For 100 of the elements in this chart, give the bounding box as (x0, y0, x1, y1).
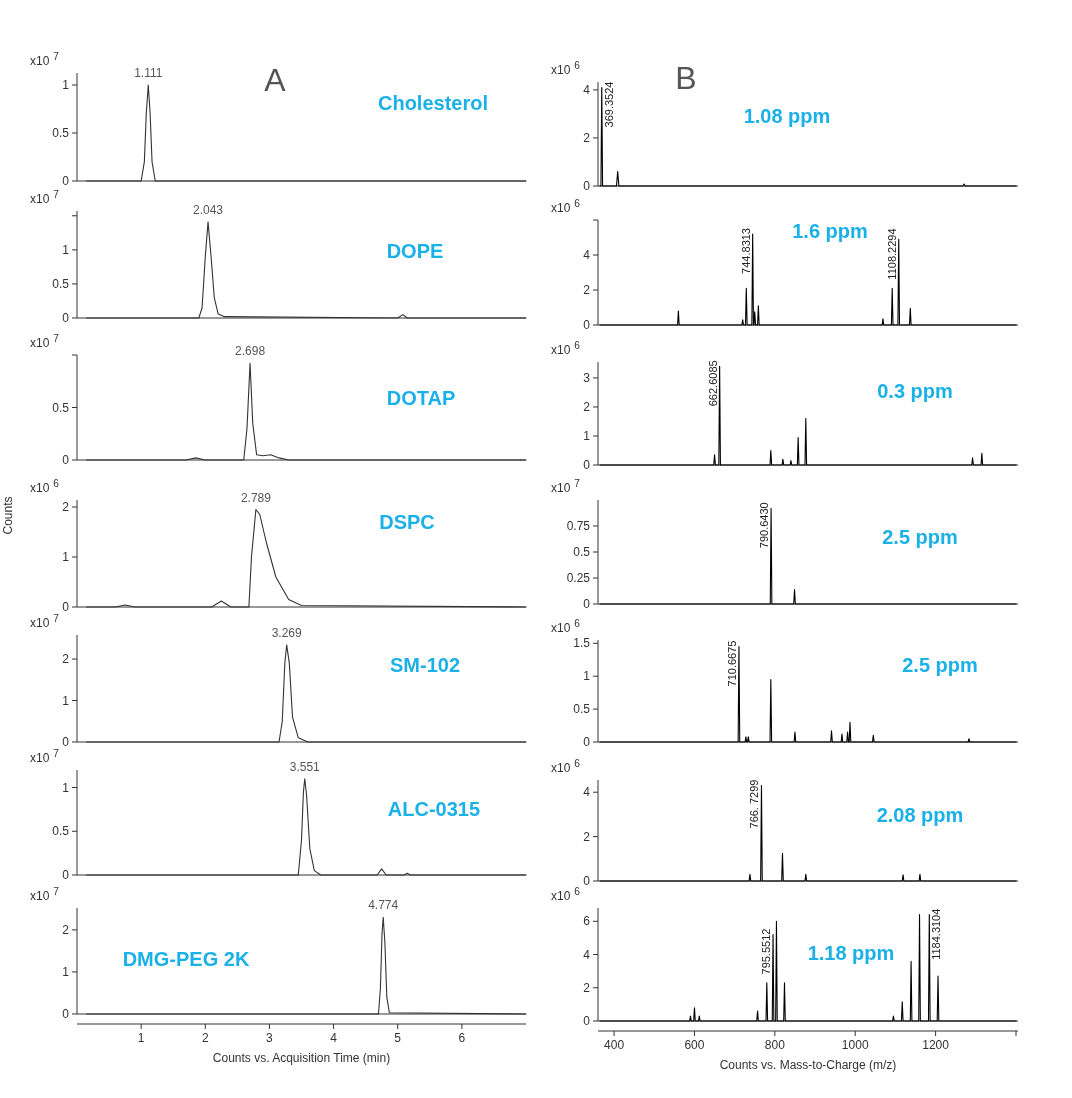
y-tick-label: 1 (62, 965, 70, 980)
annotation: 790.6430 (758, 502, 771, 549)
y-tick-label: 2 (583, 829, 591, 844)
text: 0.3 ppm (877, 380, 953, 402)
text: DOPE (386, 240, 444, 262)
x-axis-title: Counts vs. Acquisition Time (min) (212, 1051, 391, 1065)
y-tick-label: 0 (62, 311, 70, 326)
chart-subtitle: x10$^{7}$ (30, 188, 60, 206)
x-tick-label: 1 (137, 1031, 145, 1045)
x-tick-label: 600 (684, 1038, 705, 1052)
chart-subtitle: x10$^{6}$ (551, 617, 581, 635)
y-tick-label: 4 (583, 83, 591, 98)
text: SM-102 (389, 654, 461, 676)
y-tick-label: 1.5 (573, 636, 591, 651)
text: 2.5 ppm (902, 654, 978, 676)
y-tick-label: 0 (583, 735, 591, 750)
chart-subtitle: x10$^{6}$ (551, 339, 581, 357)
y-tick-label: 3 (583, 371, 591, 386)
y-tick-label: 0.5 (52, 400, 70, 415)
text: DMG-PEG 2K (122, 948, 250, 970)
chart-subtitle: x10$^{6}$ (551, 197, 581, 215)
y-tick-label: 0.5 (52, 126, 70, 141)
annotation: 1184.3104 (930, 908, 943, 960)
y-tick-label: 1 (583, 669, 591, 684)
y-tick-label: 6 (583, 914, 591, 929)
y-tick-label: 0 (583, 1014, 591, 1029)
x-tick-label: 400 (604, 1038, 625, 1052)
y-tick-label: 0 (583, 874, 591, 889)
annotation: B (675, 60, 697, 96)
text: DSPC (379, 511, 435, 533)
annotation: 2.698 (235, 344, 266, 359)
y-tick-label: 2 (62, 500, 70, 515)
chart-subtitle: x10$^{6}$ (551, 59, 581, 77)
text: 2.5 ppm (882, 526, 958, 548)
y-tick-label: 2 (583, 283, 591, 298)
y-tick-label: 4 (583, 248, 591, 263)
y-tick-label: 0 (583, 179, 591, 194)
y-tick-label: 2 (583, 131, 591, 146)
chart-subtitle: x10$^{6}$ (30, 477, 60, 495)
y-tick-label: 0.5 (573, 545, 591, 560)
annotation: 744.8313 (739, 228, 752, 274)
y-tick-label: 1 (583, 429, 591, 444)
y-tick-label: 1 (62, 780, 70, 795)
x-tick-label: 1200 (922, 1038, 950, 1052)
y-tick-label: 0.5 (52, 824, 70, 839)
annotation: 2.789 (240, 490, 272, 505)
y-tick-label: 2 (62, 923, 70, 938)
x-tick-label: 6 (458, 1031, 466, 1045)
annotation: 3.269 (271, 625, 303, 640)
chart-subtitle: x10$^{7}$ (30, 747, 60, 765)
text: 1.08 ppm (743, 105, 831, 127)
x-axis-title: Counts vs. Mass-to-Charge (m/z) (719, 1058, 897, 1072)
chart-subtitle: x10$^{6}$ (551, 885, 581, 903)
y-tick-label: 0 (62, 174, 70, 189)
y-tick-label: 1 (62, 550, 70, 565)
chart-subtitle: x10$^{6}$ (551, 757, 581, 775)
annotation: 710.6675 (725, 640, 738, 687)
y-axis-title: Counts (1, 496, 15, 535)
y-tick-label: 1 (62, 78, 70, 93)
text: DOTAP (386, 387, 456, 409)
annotation: 1108.2294 (885, 228, 898, 280)
y-tick-label: 0 (62, 1007, 70, 1022)
text: ALC-0315 (387, 798, 481, 820)
annotation: 795.5512 (760, 928, 773, 975)
y-tick-label: 0 (62, 868, 70, 883)
y-tick-label: 0.5 (52, 277, 70, 292)
x-tick-label: 2 (201, 1031, 209, 1045)
y-tick-label: 1 (62, 243, 70, 258)
y-tick-label: 2 (62, 652, 70, 667)
annotation: 662.6085 (706, 360, 719, 407)
y-tick-label: 1 (62, 693, 70, 708)
y-tick-label: 2 (583, 980, 591, 995)
y-tick-label: 0 (583, 318, 591, 333)
y-tick-label: 2 (583, 400, 591, 415)
annotation: 1.111 (134, 66, 163, 80)
y-tick-label: 0.25 (566, 571, 591, 586)
chart-subtitle: x10$^{7}$ (30, 50, 60, 68)
annotation: 766. 7299 (748, 779, 761, 829)
x-tick-label: 1000 (841, 1038, 869, 1052)
y-tick-label: 0 (62, 600, 70, 615)
annotation: 4.774 (368, 898, 399, 913)
text: 2.08 ppm (876, 804, 964, 826)
annotation: A (264, 62, 287, 98)
y-tick-label: 0.75 (566, 519, 591, 534)
text: Cholesterol (377, 92, 489, 114)
x-tick-label: 3 (266, 1031, 274, 1045)
x-tick-label: 4 (330, 1031, 338, 1045)
y-tick-label: 4 (583, 947, 591, 962)
y-tick-label: 0 (583, 597, 591, 612)
y-tick-label: 0 (583, 458, 591, 473)
chart-subtitle: x10$^{7}$ (30, 612, 60, 630)
annotation: 369.3524 (602, 81, 615, 128)
y-tick-label: 4 (583, 785, 591, 800)
chart-subtitle: x10$^{7}$ (30, 332, 60, 350)
chart-title: 1.6 ppm (792, 220, 868, 242)
y-tick-label: 0 (62, 453, 70, 468)
chart-subtitle: x10$^{7}$ (551, 477, 581, 495)
x-tick-label: 800 (764, 1038, 786, 1052)
annotation: 3.551 (289, 759, 321, 774)
y-tick-label: 0 (62, 735, 70, 750)
